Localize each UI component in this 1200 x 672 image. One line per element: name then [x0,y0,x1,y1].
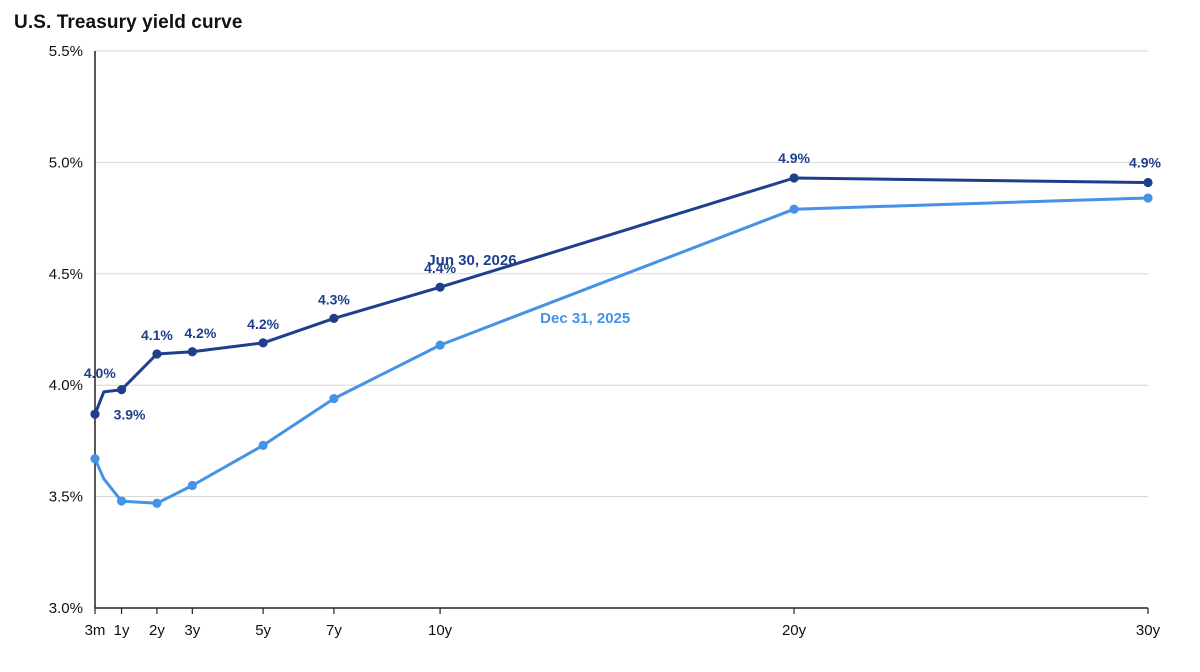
data-point [90,409,100,419]
series-name-label: Dec 31, 2025 [540,310,630,327]
data-point [789,173,799,183]
point-value-label: 4.0% [84,365,116,381]
x-tick-label: 1y [114,622,130,639]
data-point [152,349,162,359]
data-point [329,393,339,404]
x-tick-label: 7y [326,622,342,639]
y-tick-label: 5.0% [49,154,83,171]
point-value-label: 4.1% [141,327,173,343]
chart-title: U.S. Treasury yield curve [14,12,243,33]
y-tick-label: 4.5% [49,266,83,283]
point-value-label: 4.3% [318,291,350,307]
data-point [116,496,127,506]
series-group [90,173,1153,508]
x-tick-label: 3y [184,622,200,639]
axes [94,51,1148,609]
data-point [187,347,197,357]
y-tick-label: 3.0% [49,600,83,617]
data-point [789,204,799,214]
data-point [187,480,197,491]
x-tick-label: 5y [255,622,271,639]
series-line [93,196,1149,505]
point-value-label: 4.9% [778,150,810,166]
data-point [329,313,339,323]
data-point [435,340,445,350]
point-value-label: 4.9% [1129,154,1161,170]
point-value-label: 3.9% [114,407,146,423]
series-line [93,176,1149,415]
data-labels: 3.9% 4.0% 4.1% 4.2% 4.2% 4.3% 4.4% 4.9% 4.9% Jun … [84,150,1162,423]
point-value-label: 4.4% [424,260,456,276]
x-tick-label: 10y [428,622,453,639]
data-point [435,282,445,292]
y-axis-ticks: 3.0% 3.5% 4.0% 4.5% 5.0% 5.5% [49,43,83,617]
point-value-label: 4.2% [247,316,279,332]
y-tick-label: 5.5% [49,43,83,60]
data-point [258,440,268,450]
series-name-label: Jun 30, 2026 [427,252,516,269]
point-value-label: 4.2% [184,325,216,341]
x-tick-label: 2y [149,622,165,639]
data-point [258,338,268,348]
x-axis-ticks: 3m 1y 2y 3y 5y 7y 10y 20y 30y [85,608,1161,639]
data-point [1143,193,1153,203]
x-tick-label: 3m [85,622,106,639]
x-tick-label: 30y [1136,622,1161,639]
data-point [152,498,162,508]
grid-lines [95,50,1148,498]
y-tick-label: 4.0% [49,377,83,394]
x-tick-label: 20y [782,622,807,639]
data-point [90,454,100,464]
data-point [1143,177,1153,188]
data-point [116,385,127,395]
y-tick-label: 3.5% [49,489,83,506]
